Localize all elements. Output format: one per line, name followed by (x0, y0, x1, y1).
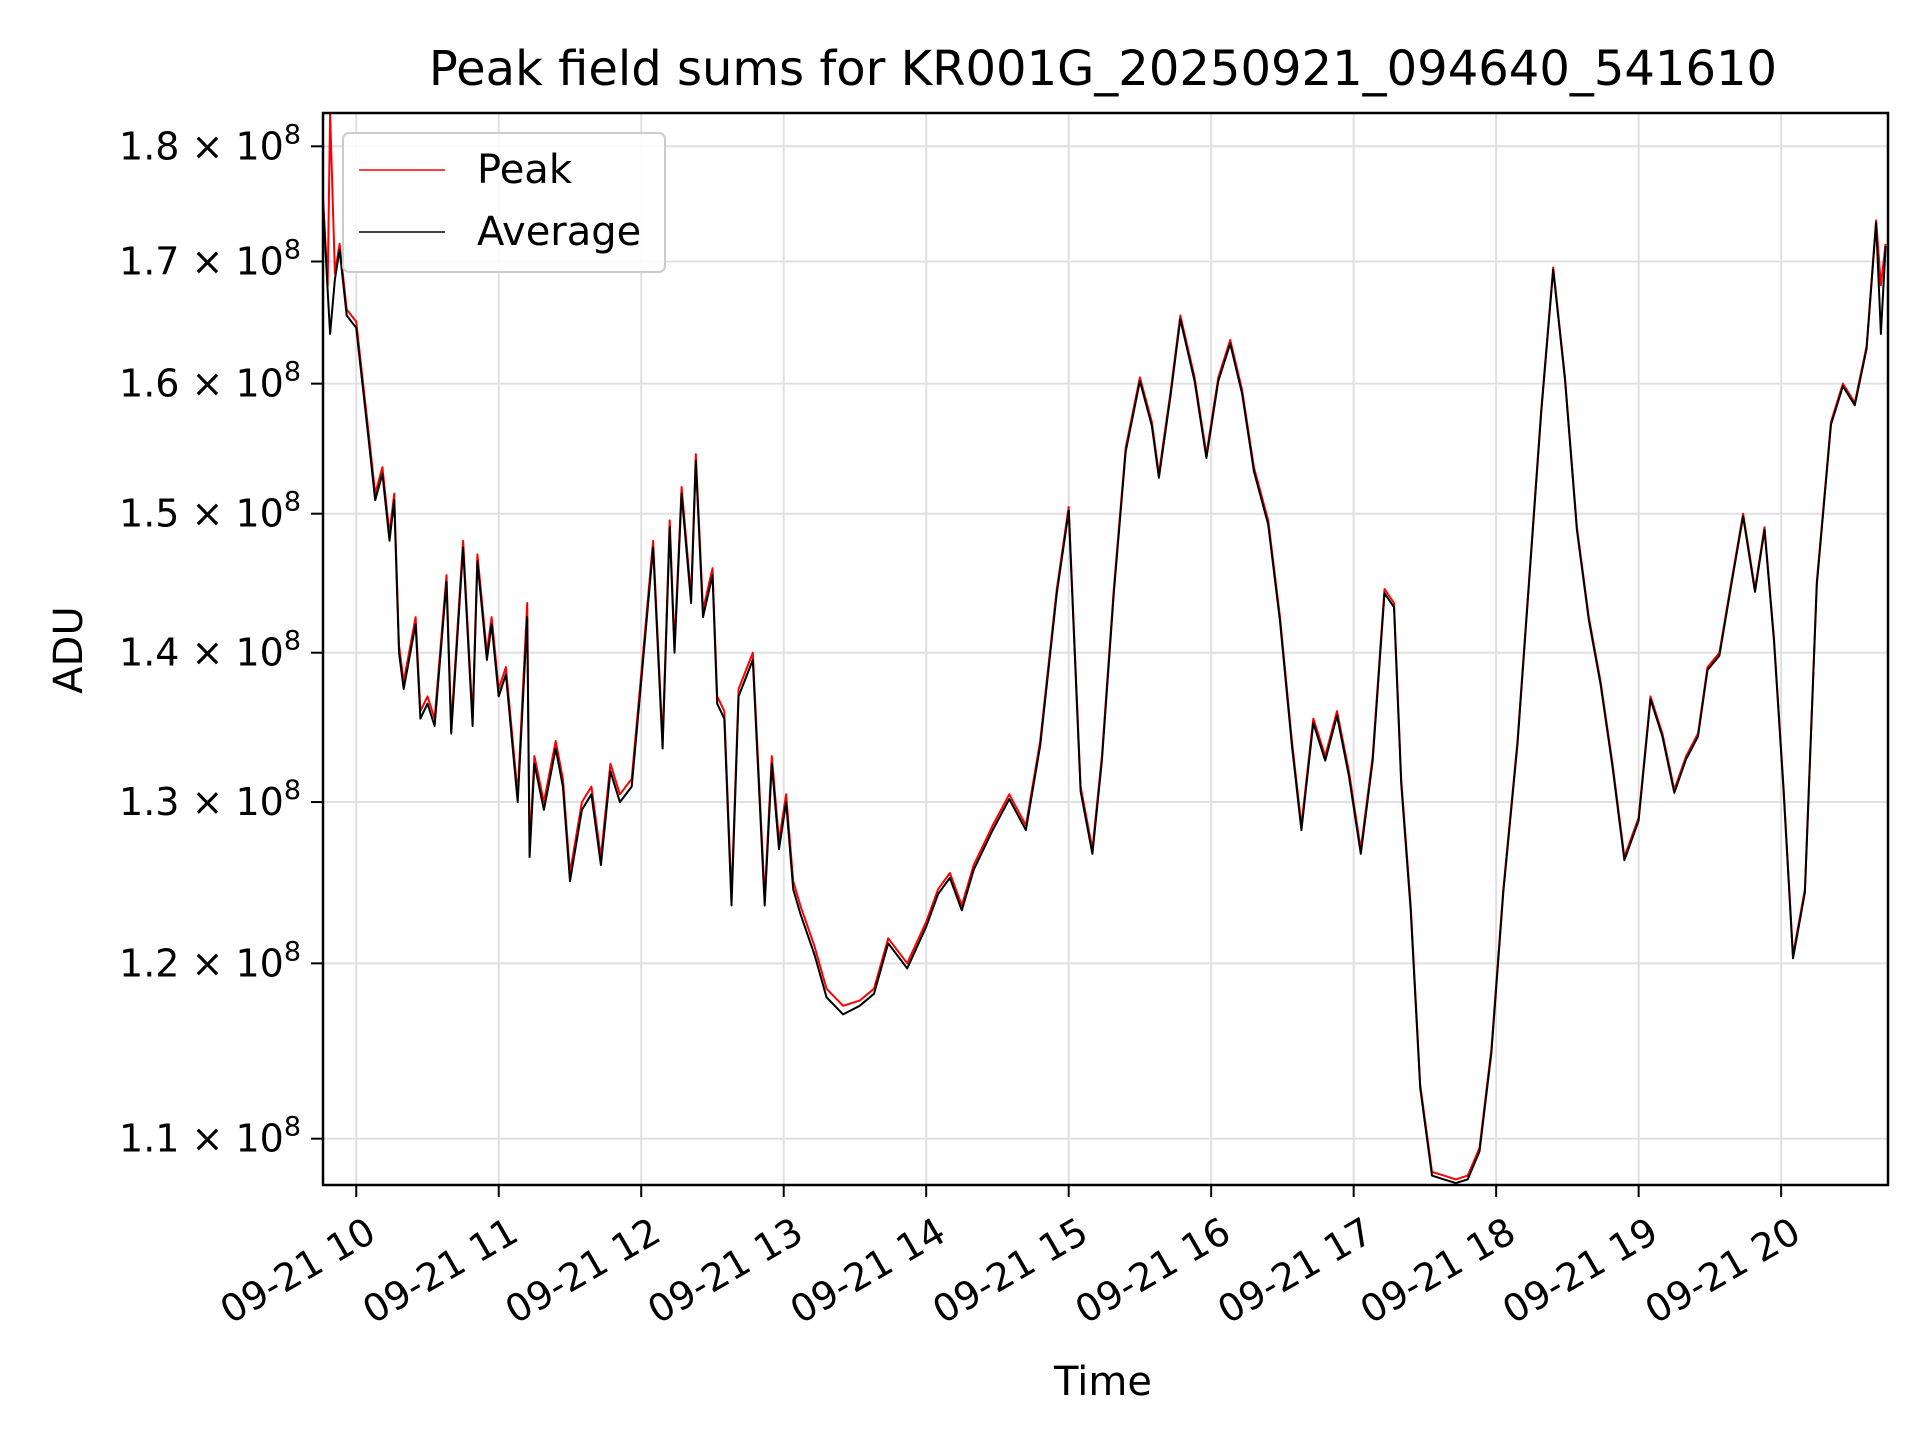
x-axis-label: Time (1053, 1359, 1152, 1405)
y-tick-label: 1.4 × 108 (119, 626, 301, 675)
legend-label-average: Average (477, 209, 641, 255)
chart-title: Peak field sums for KR001G_20250921_0946… (429, 41, 1777, 97)
legend-box (342, 132, 666, 273)
y-axis: 1.1 × 108 1.2 × 108 1.3 × 108 1.4 × 108 1.5 … (119, 119, 323, 1161)
series-line-average (323, 203, 1887, 1185)
plot-frame (321, 111, 1890, 1187)
y-axis-label: ADU (46, 606, 92, 693)
y-tick-label: 1.5 × 108 (119, 487, 301, 536)
y-tick-label: 1.1 × 108 (119, 1112, 301, 1161)
y-tick-label: 1.3 × 108 (119, 775, 301, 824)
legend: Peak Average (342, 132, 666, 273)
y-tick-label: 1.8 × 108 (119, 119, 301, 168)
series-layer (323, 113, 1887, 1185)
legend-label-peak: Peak (477, 147, 573, 193)
grid (323, 113, 1888, 1185)
y-tick-label: 1.7 × 108 (119, 234, 301, 283)
y-tick-label: 1.2 × 108 (119, 936, 301, 985)
y-tick-label: 1.6 × 108 (119, 357, 301, 406)
